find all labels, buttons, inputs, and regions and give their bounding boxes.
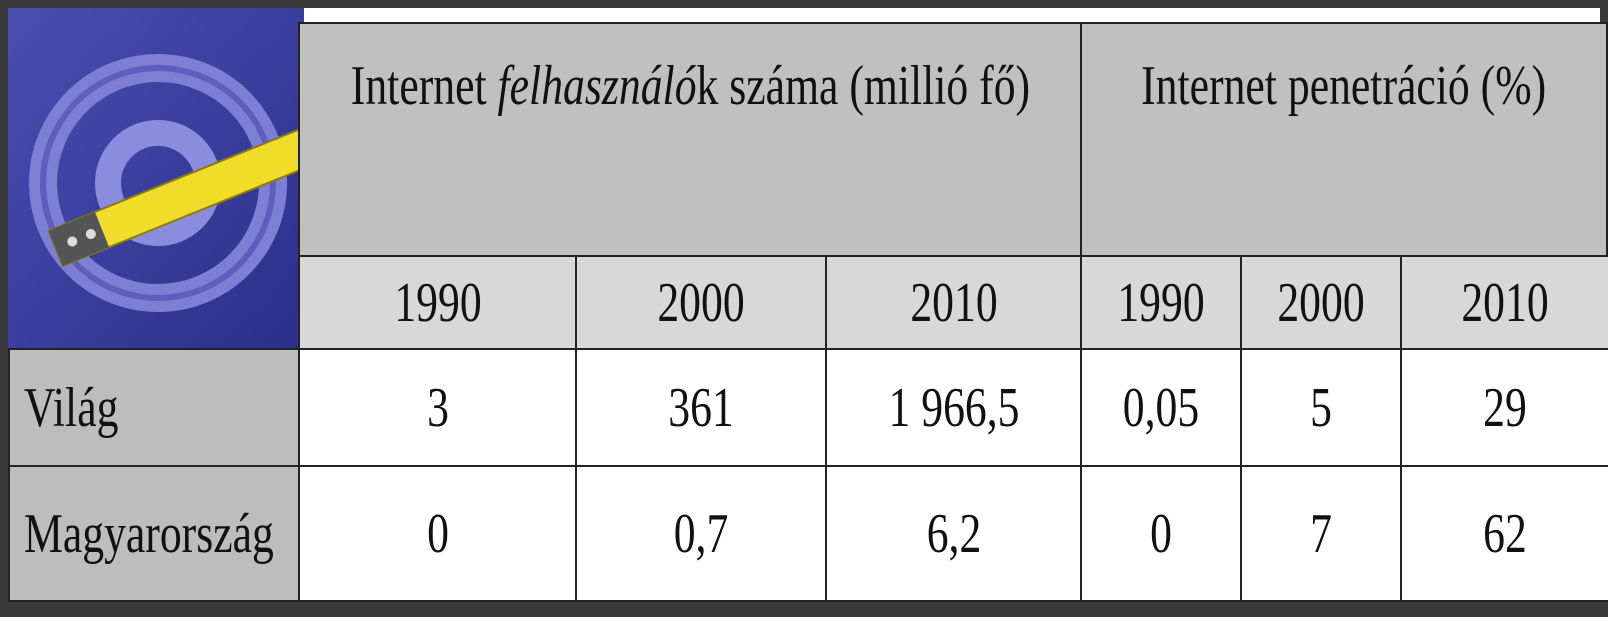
year-header: 2000: [575, 255, 827, 350]
table-top-strip: [300, 8, 1600, 22]
header-text: k száma (millió fő): [696, 55, 1030, 117]
cell-text: 0,05: [1123, 376, 1199, 440]
table-cell: 0,7: [575, 465, 827, 602]
header-text: Internet: [350, 55, 497, 117]
table-cell: 29: [1400, 348, 1608, 467]
cell-text: 1 966,5: [888, 376, 1019, 440]
logo: [8, 8, 304, 348]
table-cell: 7: [1240, 465, 1402, 602]
row-label: Világ: [8, 348, 300, 467]
cell-text: 0,7: [674, 502, 729, 566]
year-header: 2010: [825, 255, 1082, 350]
cell-text: 2010: [910, 271, 997, 335]
cell-text: 5: [1310, 376, 1332, 440]
year-header: 1990: [1080, 255, 1242, 350]
cell-text: 62: [1483, 502, 1527, 566]
cell-text: 1990: [394, 271, 481, 335]
year-header: 2000: [1240, 255, 1402, 350]
table-cell: 5: [1240, 348, 1402, 467]
slide: Internet felhasználók száma (millió fő) …: [0, 0, 1608, 617]
table-cell: 0: [1080, 465, 1242, 602]
table-cell: 1 966,5: [825, 348, 1082, 467]
cell-text: 2000: [1277, 271, 1364, 335]
cell-text: 2000: [657, 271, 744, 335]
table-cell: 0,05: [1080, 348, 1242, 467]
cell-text: Világ: [24, 376, 118, 440]
header-group-users: Internet felhasználók száma (millió fő): [298, 22, 1082, 257]
cell-text: 361: [668, 376, 734, 440]
table-cell: 361: [575, 348, 827, 467]
year-header: 2010: [1400, 255, 1608, 350]
cell-text: 29: [1483, 376, 1527, 440]
cell-text: 6,2: [926, 502, 981, 566]
cell-text: 1990: [1117, 271, 1204, 335]
cell-text: 0: [427, 502, 449, 566]
year-header: 1990: [298, 255, 577, 350]
table-cell: 3: [298, 348, 577, 467]
table-cell: 6,2: [825, 465, 1082, 602]
cell-text: 0: [1150, 502, 1172, 566]
header-text-italic: felhasználó: [497, 55, 696, 117]
table-cell: 62: [1400, 465, 1608, 602]
cell-text: 3: [427, 376, 449, 440]
cell-text: 7: [1310, 502, 1332, 566]
cell-text: Magyarország: [24, 502, 274, 566]
cell-text: 2010: [1461, 271, 1548, 335]
header-group-penetration: Internet penetráció (%): [1080, 22, 1608, 257]
table-cell: 0: [298, 465, 577, 602]
row-label: Magyarország: [8, 465, 300, 602]
